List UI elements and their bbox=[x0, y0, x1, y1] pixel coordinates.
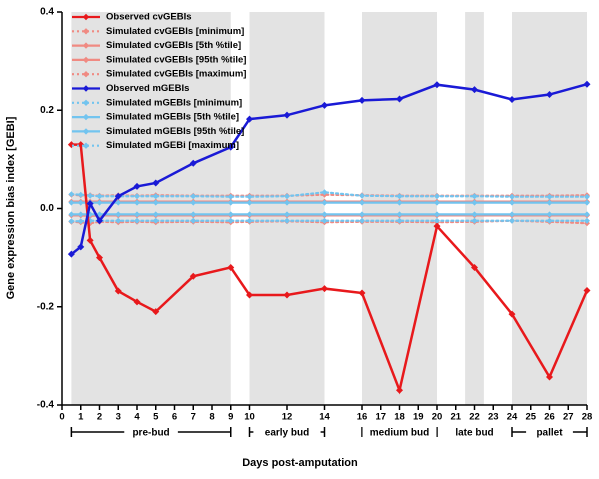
legend-label: Simulated cvGEBIs [5th %tile] bbox=[106, 40, 241, 51]
x-tick-label: 21 bbox=[450, 412, 461, 423]
x-tick-label: 24 bbox=[507, 412, 518, 423]
stage-band bbox=[512, 12, 587, 405]
x-tick-label: 14 bbox=[319, 412, 330, 423]
x-tick-label: 16 bbox=[357, 412, 368, 423]
x-tick-label: 22 bbox=[469, 412, 480, 423]
x-tick-label: 7 bbox=[191, 412, 196, 423]
x-tick-label: 17 bbox=[375, 412, 386, 423]
x-tick-label: 28 bbox=[582, 412, 593, 423]
x-tick-label: 26 bbox=[544, 412, 555, 423]
x-tick-label: 12 bbox=[282, 412, 293, 423]
legend-label: Simulated cvGEBIs [minimum] bbox=[106, 26, 244, 37]
x-tick-label: 18 bbox=[394, 412, 405, 423]
y-axis-label: Gene expression bias index [GEBI] bbox=[5, 116, 17, 299]
stage-label: late bud bbox=[455, 428, 493, 439]
x-tick-label: 1 bbox=[78, 412, 84, 423]
x-tick-label: 25 bbox=[525, 412, 536, 423]
legend-label: Simulated mGEBIs [minimum] bbox=[106, 97, 242, 108]
stage-label: pre-bud bbox=[132, 428, 169, 439]
legend-label: Simulated mGEBIs [95th %tile] bbox=[106, 126, 244, 137]
x-tick-label: 9 bbox=[228, 412, 233, 423]
x-tick-label: 2 bbox=[97, 412, 102, 423]
y-tick-label: 0.4 bbox=[40, 7, 54, 18]
x-tick-label: 20 bbox=[432, 412, 443, 423]
x-axis-label: Days post-amputation bbox=[242, 457, 358, 469]
x-tick-label: 6 bbox=[172, 412, 177, 423]
legend-label: Simulated cvGEBIs [95th %tile] bbox=[106, 54, 246, 65]
x-tick-label: 3 bbox=[116, 412, 121, 423]
legend-label: Simulated cvGEBIs [maximum] bbox=[106, 69, 246, 80]
x-tick-label: 10 bbox=[244, 412, 255, 423]
legend-label: Simulated mGEBi [maximum] bbox=[106, 140, 239, 151]
x-tick-label: 8 bbox=[209, 412, 214, 423]
stage-band bbox=[362, 12, 437, 405]
y-tick-label: 0.0 bbox=[40, 203, 54, 214]
x-tick-label: 0 bbox=[59, 412, 64, 423]
legend-label: Observed mGEBIs bbox=[106, 83, 189, 94]
legend-label: Observed cvGEBIs bbox=[106, 12, 192, 23]
x-tick-label: 23 bbox=[488, 412, 499, 423]
stage-label: medium bud bbox=[370, 428, 429, 439]
y-tick-label: -0.4 bbox=[37, 400, 55, 411]
stage-band bbox=[465, 12, 484, 405]
x-tick-label: 27 bbox=[563, 412, 574, 423]
x-tick-label: 5 bbox=[153, 412, 159, 423]
stage-label: early bud bbox=[265, 428, 309, 439]
x-tick-label: 19 bbox=[413, 412, 424, 423]
x-tick-label: 4 bbox=[134, 412, 140, 423]
stage-band bbox=[250, 12, 325, 405]
y-tick-label: -0.2 bbox=[37, 301, 55, 312]
legend-label: Simulated mGEBIs [5th %tile] bbox=[106, 112, 239, 123]
stage-label: pallet bbox=[536, 428, 563, 439]
y-tick-label: 0.2 bbox=[40, 105, 54, 116]
